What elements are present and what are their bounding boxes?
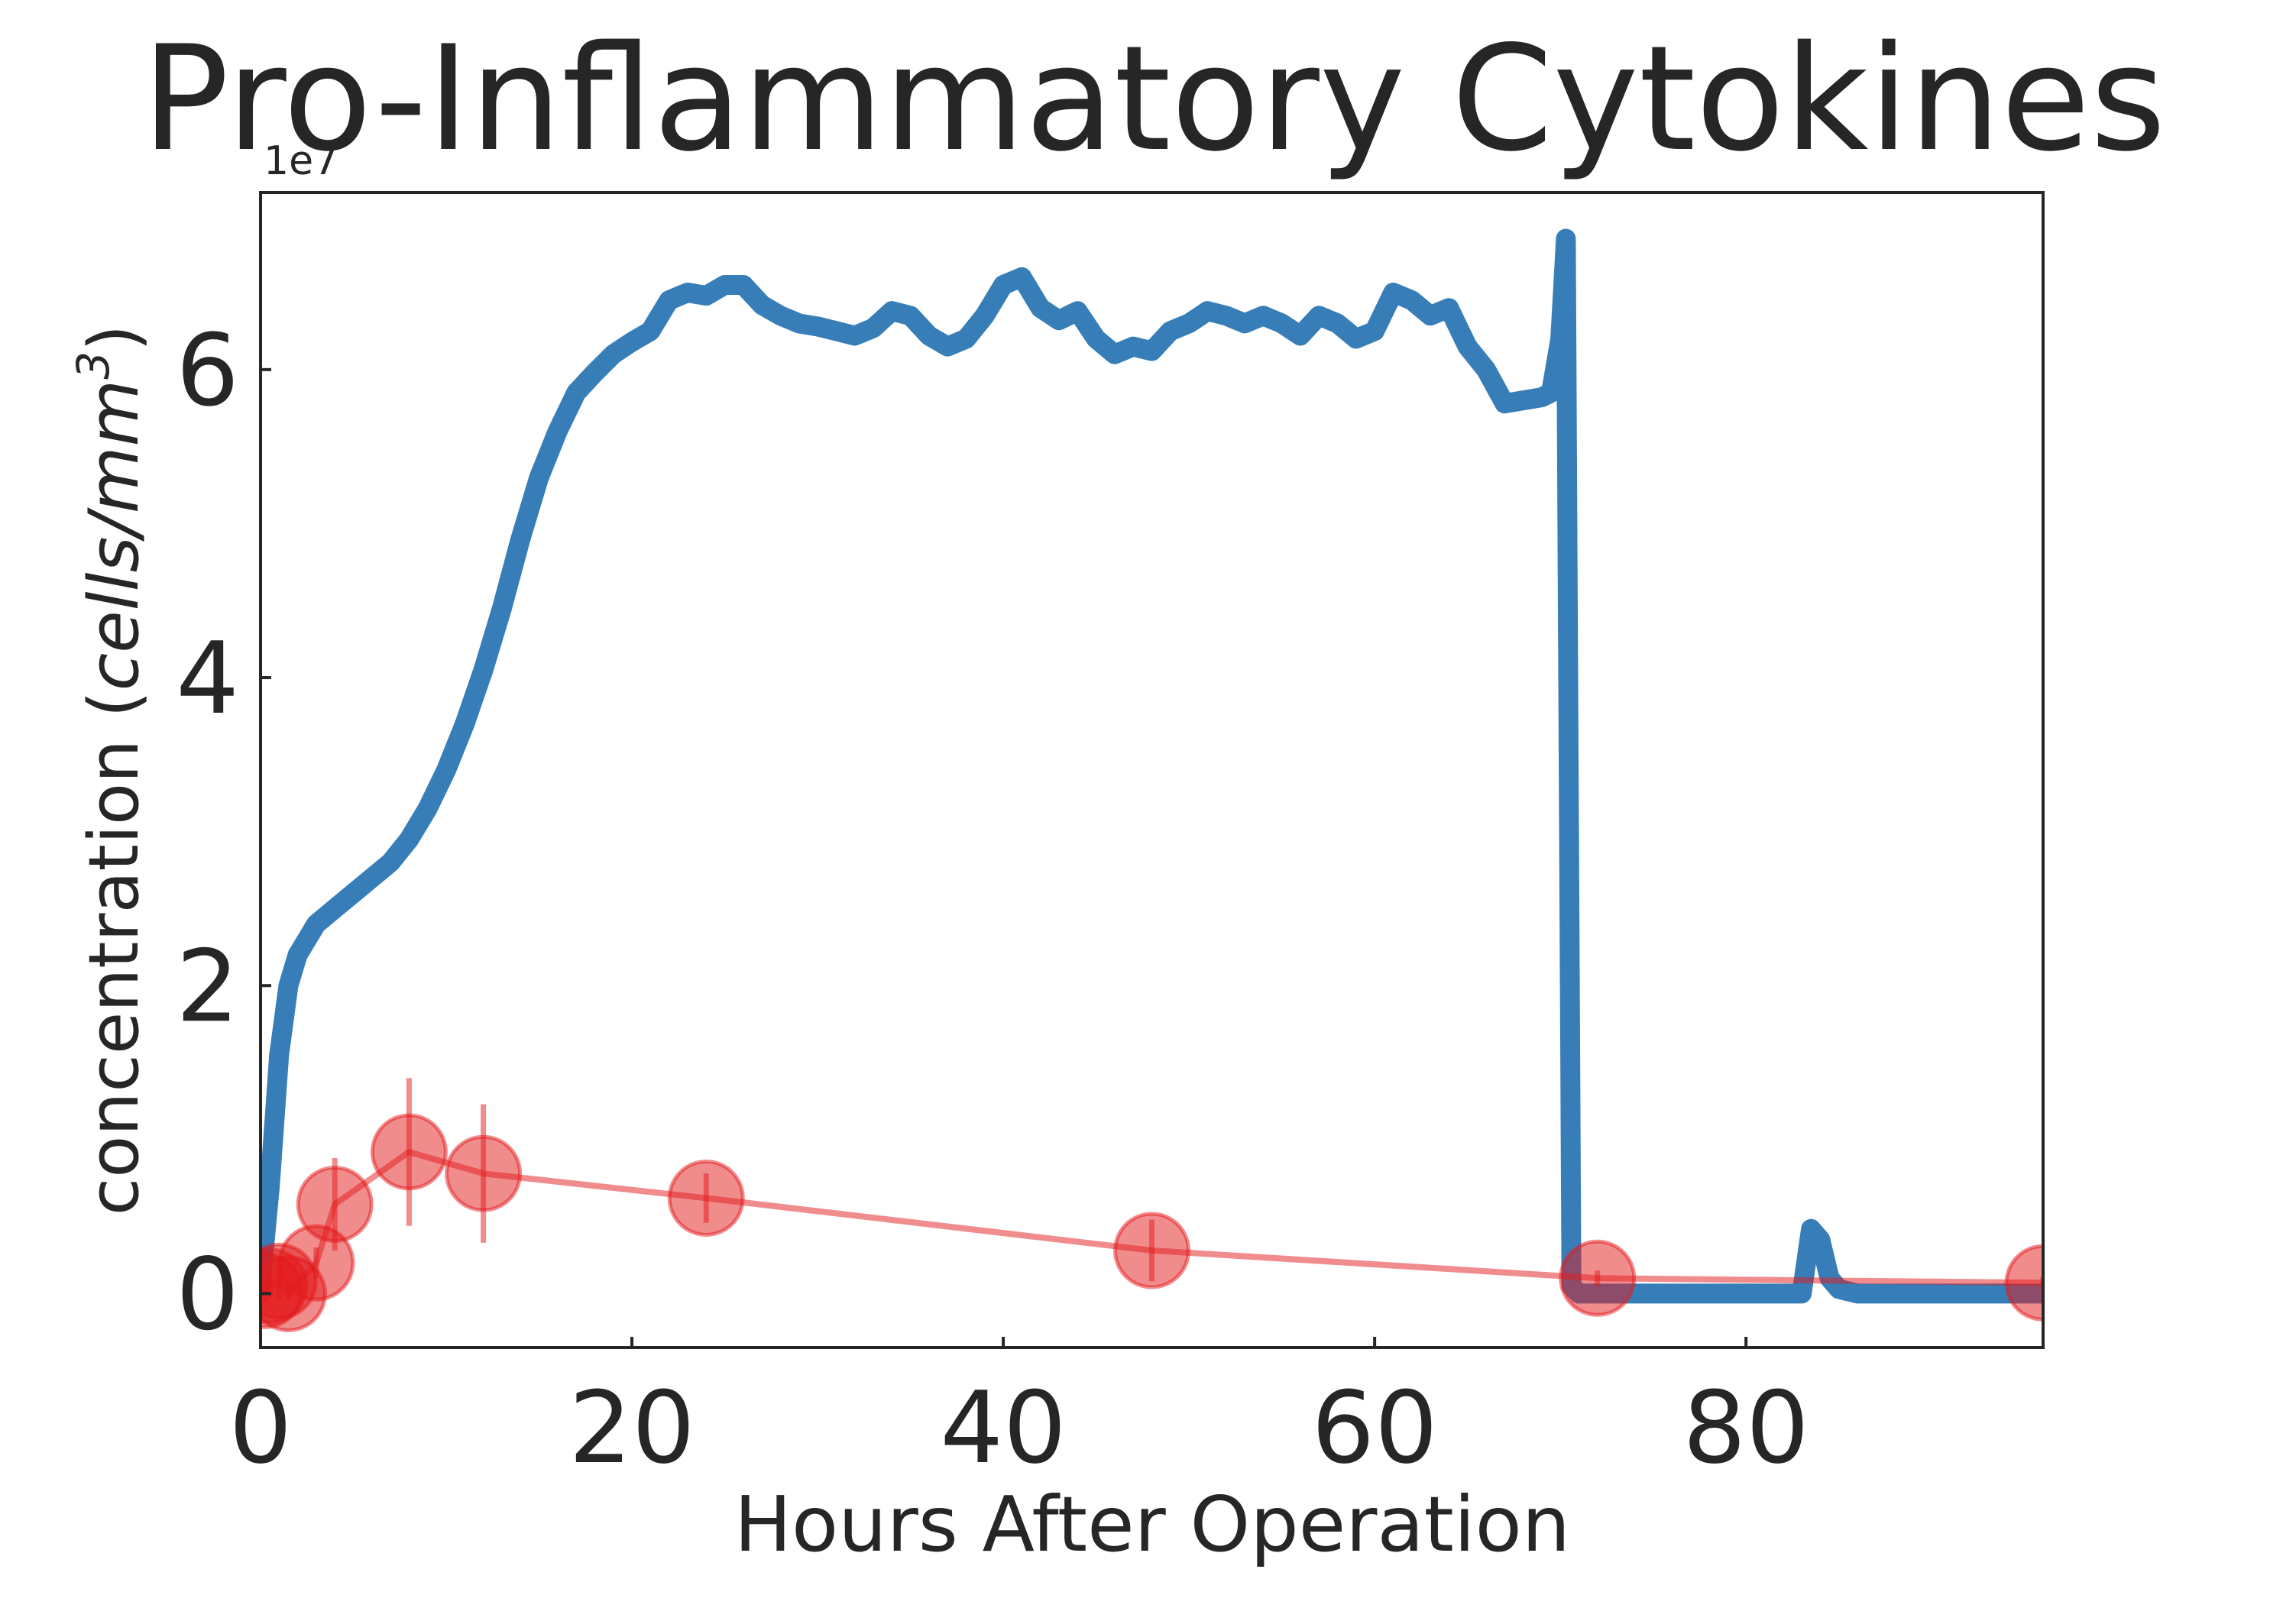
y-axis-label-text: concentration ( xyxy=(74,691,154,1215)
x-tick-label: 20 xyxy=(568,1370,695,1486)
y-offset-label: 1e7 xyxy=(264,138,338,184)
observed-point xyxy=(1559,1239,1637,1317)
observed-point xyxy=(667,1159,745,1237)
axes-frame xyxy=(259,191,2045,1349)
observed-point xyxy=(2004,1244,2043,1322)
observed-point xyxy=(1113,1212,1190,1289)
x-tick-label: 40 xyxy=(940,1370,1066,1486)
y-tick-label: 2 xyxy=(176,928,239,1044)
y-tick-label: 0 xyxy=(176,1236,239,1352)
y-axis-label: concentration (cells/mm3) xyxy=(67,325,154,1216)
observed-point xyxy=(445,1134,523,1212)
y-tick-label: 6 xyxy=(176,312,239,429)
plot-area xyxy=(261,228,2043,1332)
y-axis: 0 2 4 6 xyxy=(176,312,271,1352)
y-axis-label-units: cells/mm xyxy=(74,380,154,691)
observed-point xyxy=(296,1166,374,1244)
x-axis-label: Hours After Operation xyxy=(734,1480,1570,1569)
y-tick-label: 4 xyxy=(176,620,239,736)
x-axis: 0 20 40 60 80 xyxy=(229,1337,1809,1486)
x-tick-label: 80 xyxy=(1682,1370,1809,1486)
x-tick-label: 60 xyxy=(1311,1370,1437,1486)
simulation-line xyxy=(261,228,2043,1304)
x-tick-label: 0 xyxy=(229,1370,293,1486)
observed-point xyxy=(370,1113,448,1191)
chart-title: Pro-Inflammatory Cytokines xyxy=(141,15,2165,183)
y-axis-label-close: ) xyxy=(74,325,154,351)
y-axis-label-exponent: 3 xyxy=(67,351,119,380)
